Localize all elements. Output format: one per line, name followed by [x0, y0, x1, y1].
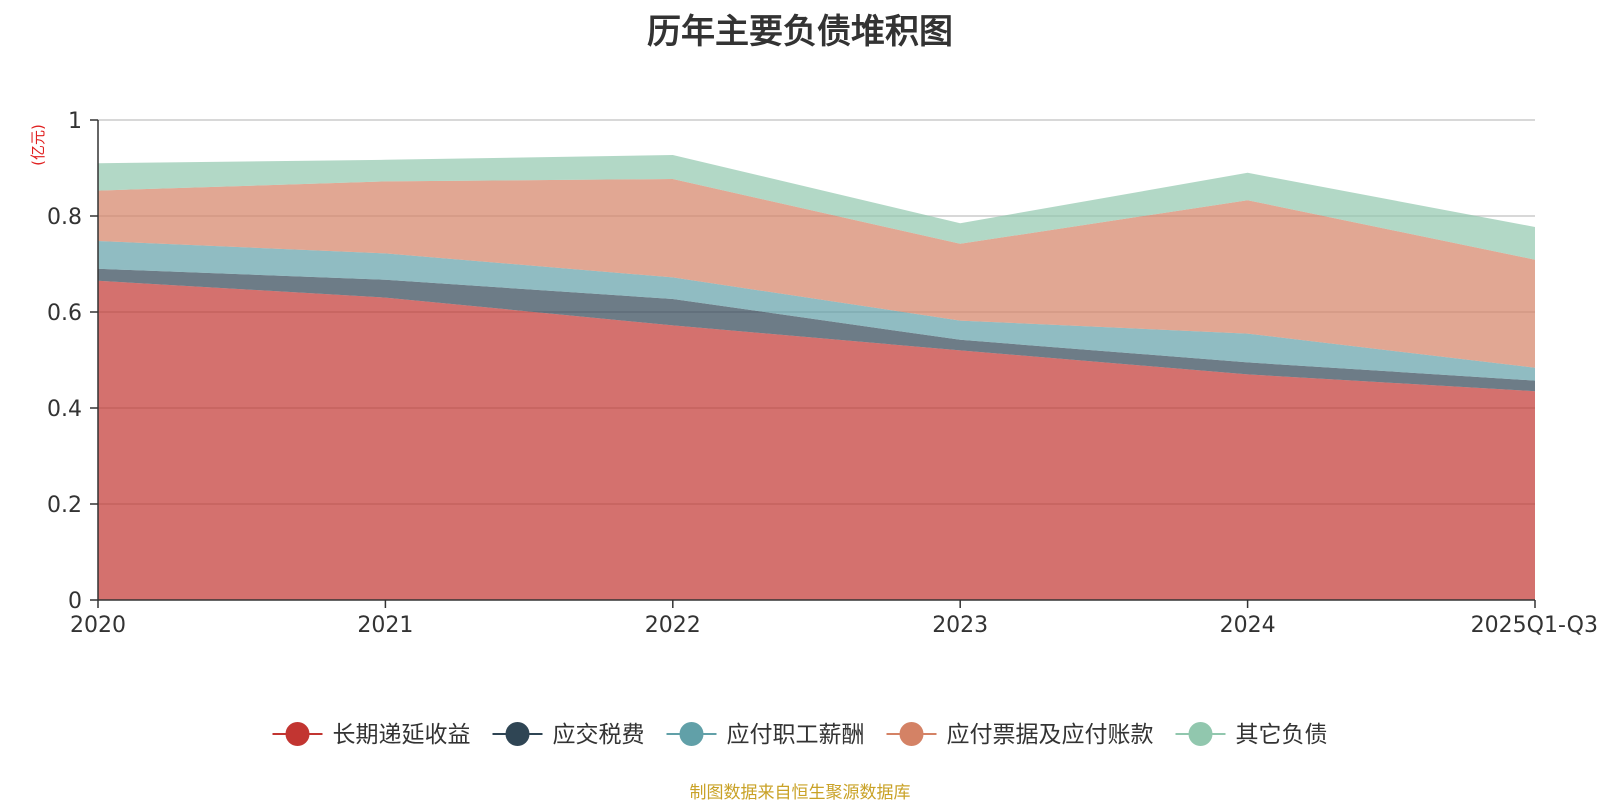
y-tick-label: 1 [68, 109, 82, 134]
legend-label: 应交税费 [553, 722, 645, 748]
y-tick-label: 0.2 [47, 493, 82, 518]
y-tick-label: 0.8 [47, 205, 82, 230]
legend-item-0[interactable]: 长期递延收益 [272, 722, 471, 748]
legend-label: 应付票据及应付账款 [947, 722, 1154, 748]
legend-marker-icon [899, 722, 924, 746]
legend-marker-icon [1188, 722, 1213, 746]
x-tick-label: 2021 [357, 613, 413, 638]
legend-item-4[interactable]: 其它负债 [1175, 722, 1328, 748]
chart-title: 历年主要负债堆积图 [647, 12, 953, 52]
area-series-4 [98, 155, 1535, 260]
area-series-0 [98, 280, 1535, 600]
legend: 长期递延收益 应交税费 应付职工薪酬 应付票据及应付账款 其它负债 [272, 722, 1328, 748]
legend-marker-icon [679, 722, 704, 746]
y-tick-label: 0 [68, 589, 82, 614]
y-tick-label: 0.4 [47, 397, 82, 422]
x-tick-label: 2024 [1220, 613, 1276, 638]
legend-marker-icon [505, 722, 530, 746]
area-series-2 [98, 241, 1535, 381]
legend-label: 长期递延收益 [333, 722, 471, 748]
y-tick-label: 0.6 [47, 301, 82, 326]
x-tick-label: 2025Q1-Q3 [1471, 613, 1598, 638]
data-source-note: 制图数据来自恒生聚源数据库 [689, 783, 911, 803]
x-tick-label: 2022 [645, 613, 701, 638]
x-tick-label: 2020 [70, 613, 126, 638]
area-series-3 [98, 179, 1535, 368]
legend-label: 应付职工薪酬 [727, 722, 865, 748]
x-tick-label: 2023 [932, 613, 988, 638]
y-axis-unit-label: (亿元) [29, 124, 47, 166]
area-layer [98, 155, 1535, 600]
legend-item-2[interactable]: 应付职工薪酬 [666, 722, 865, 748]
legend-item-3[interactable]: 应付票据及应付账款 [886, 722, 1154, 748]
legend-marker-icon [285, 722, 310, 746]
area-series-1 [98, 268, 1535, 392]
axis-layer: 0 0.2 0.4 0.6 0.8 1 2020 2021 2022 2023 2024 2025Q1… [47, 109, 1598, 638]
legend-label: 其它负债 [1236, 722, 1328, 748]
legend-item-1[interactable]: 应交税费 [492, 722, 645, 748]
